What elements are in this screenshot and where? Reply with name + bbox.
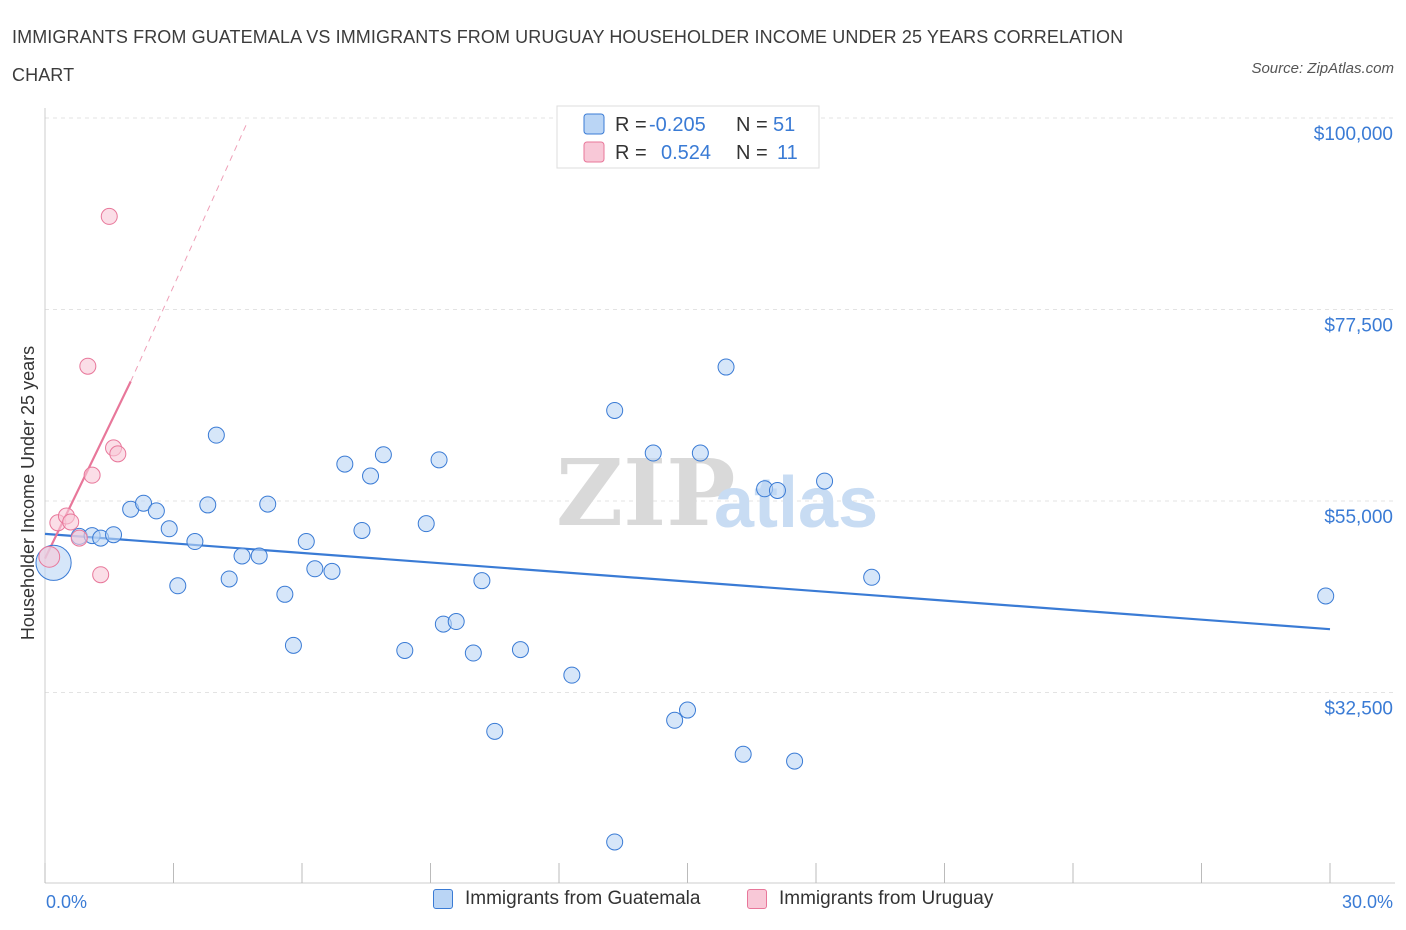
point-guatemala bbox=[734, 745, 752, 763]
point-guatemala bbox=[353, 521, 371, 539]
y-axis-label: Householder Income Under 25 years bbox=[18, 346, 38, 640]
source-label: Source: ZipAtlas.com bbox=[1251, 60, 1394, 77]
point-guatemala bbox=[362, 467, 380, 485]
point-guatemala bbox=[786, 752, 804, 770]
series-guatemala-points bbox=[35, 358, 1335, 851]
point-guatemala bbox=[105, 526, 123, 544]
point-guatemala bbox=[417, 515, 435, 533]
point-guatemala bbox=[816, 472, 834, 490]
point-uruguay bbox=[100, 207, 118, 225]
axes bbox=[44, 108, 1395, 884]
series-legend: Immigrants from Guatemala Immigrants fro… bbox=[0, 888, 1406, 918]
legend-item-uruguay: Immigrants from Uruguay bbox=[747, 888, 993, 910]
series-uruguay-points bbox=[38, 207, 127, 584]
point-guatemala bbox=[606, 833, 624, 851]
point-guatemala bbox=[679, 701, 696, 719]
point-guatemala bbox=[220, 570, 238, 588]
point-guatemala bbox=[233, 547, 251, 565]
point-guatemala bbox=[169, 577, 187, 595]
legend-swatch-uruguay bbox=[747, 889, 767, 909]
legend-swatch-guatemala bbox=[583, 113, 605, 135]
legend-label-uruguay: Immigrants from Uruguay bbox=[779, 888, 994, 909]
point-uruguay bbox=[62, 513, 80, 531]
point-guatemala bbox=[284, 636, 302, 654]
legend-r-value: -0.205 bbox=[649, 114, 706, 136]
watermark: ZIP atlas bbox=[556, 439, 878, 547]
gridlines bbox=[45, 117, 1395, 693]
point-guatemala bbox=[447, 613, 465, 631]
point-guatemala bbox=[473, 572, 491, 590]
point-guatemala bbox=[276, 585, 294, 603]
legend-n-value: 11 bbox=[777, 142, 798, 164]
point-guatemala bbox=[323, 562, 341, 580]
point-guatemala bbox=[160, 520, 178, 538]
point-uruguay bbox=[83, 466, 101, 484]
point-guatemala bbox=[135, 494, 153, 512]
point-guatemala bbox=[336, 455, 354, 473]
watermark-atlas: atlas bbox=[714, 463, 878, 543]
point-guatemala bbox=[511, 641, 529, 659]
y-tick-label: $100,000 bbox=[1314, 124, 1393, 145]
point-uruguay bbox=[38, 545, 61, 568]
point-guatemala bbox=[207, 426, 225, 444]
point-guatemala bbox=[199, 496, 217, 514]
point-guatemala bbox=[396, 641, 414, 659]
legend-n-label: N = bbox=[736, 142, 768, 164]
point-guatemala bbox=[606, 401, 624, 419]
point-guatemala bbox=[297, 533, 315, 551]
chart-title: IMMIGRANTS FROM GUATEMALA VS IMMIGRANTS … bbox=[12, 27, 1124, 85]
point-guatemala bbox=[666, 711, 684, 729]
legend-item-guatemala: Immigrants from Guatemala bbox=[433, 888, 700, 910]
point-uruguay bbox=[79, 357, 97, 375]
x-tick-label: 30.0% bbox=[1342, 892, 1393, 912]
y-tick-labels: $100,000 $77,500 $55,000 $32,500 bbox=[1314, 124, 1393, 720]
point-guatemala bbox=[147, 502, 165, 520]
legend-r-label: R = bbox=[615, 114, 647, 136]
legend-n-label: N = bbox=[736, 114, 768, 136]
point-guatemala bbox=[563, 666, 581, 684]
point-guatemala bbox=[644, 444, 662, 462]
point-guatemala bbox=[374, 446, 392, 464]
point-guatemala bbox=[1317, 587, 1335, 605]
point-uruguay bbox=[92, 566, 110, 584]
point-guatemala bbox=[259, 495, 277, 513]
x-tick-label: 0.0% bbox=[46, 892, 87, 912]
point-guatemala bbox=[306, 560, 324, 578]
correlation-legend: R = -0.205 N = 51 R = 0.524 N = 11 bbox=[556, 105, 820, 169]
x-tick-labels: 0.0% 30.0% bbox=[46, 892, 1393, 912]
point-guatemala bbox=[768, 481, 786, 499]
point-uruguay bbox=[70, 529, 88, 547]
point-guatemala bbox=[430, 451, 448, 469]
point-guatemala bbox=[691, 444, 709, 462]
y-tick-label: $32,500 bbox=[1324, 699, 1393, 720]
legend-swatch-uruguay bbox=[583, 141, 605, 163]
point-uruguay bbox=[109, 445, 127, 463]
legend-swatch-guatemala bbox=[433, 889, 453, 909]
point-guatemala bbox=[717, 358, 735, 376]
trendline bbox=[44, 532, 1331, 631]
trendline bbox=[130, 124, 247, 382]
legend-r-label: R = bbox=[615, 142, 647, 164]
point-guatemala bbox=[186, 533, 204, 551]
point-guatemala bbox=[464, 644, 482, 662]
legend-label-guatemala: Immigrants from Guatemala bbox=[465, 888, 701, 909]
y-tick-label: $77,500 bbox=[1324, 316, 1393, 337]
point-guatemala bbox=[486, 722, 504, 740]
legend-r-value: 0.524 bbox=[661, 142, 711, 164]
legend-n-value: 51 bbox=[773, 114, 795, 136]
point-guatemala bbox=[250, 547, 268, 565]
y-tick-label: $55,000 bbox=[1324, 507, 1393, 528]
point-guatemala bbox=[863, 568, 881, 586]
